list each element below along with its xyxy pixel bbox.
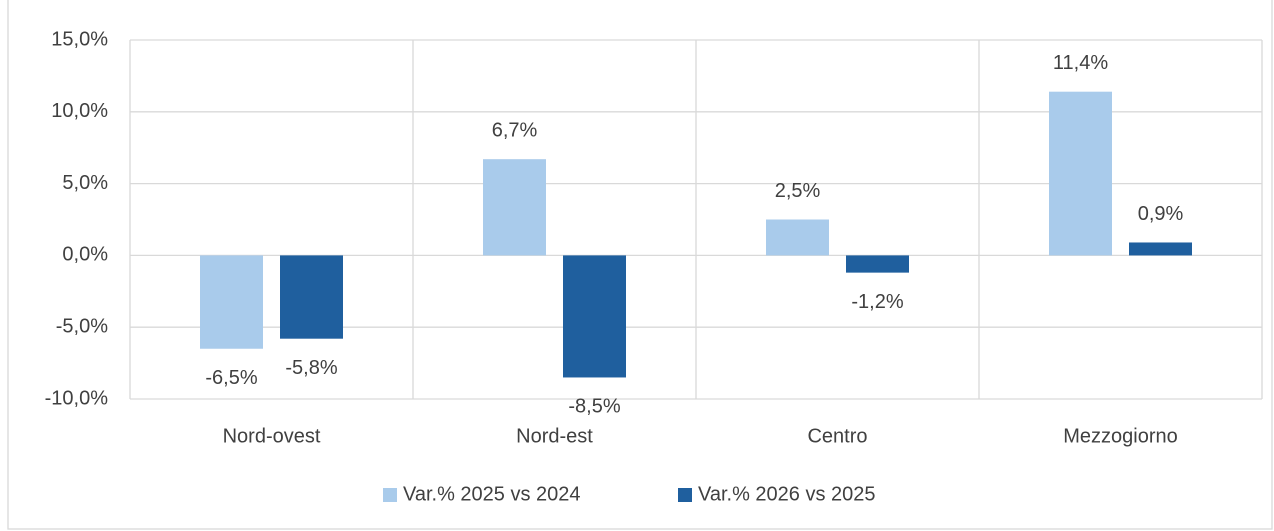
data-label: -6,5% — [205, 367, 257, 389]
x-tick-label: Centro — [807, 425, 867, 447]
y-tick-label: 0,0% — [62, 244, 108, 266]
bar — [280, 255, 343, 339]
legend-swatch — [383, 488, 397, 502]
legend-label: Var.% 2025 vs 2024 — [403, 483, 581, 505]
data-label: 0,9% — [1138, 203, 1184, 225]
x-tick-label: Nord-ovest — [223, 425, 321, 447]
bar — [1129, 242, 1192, 256]
data-label: 11,4% — [1053, 52, 1108, 74]
legend-swatch — [678, 488, 692, 502]
chart-frame — [7, 0, 1273, 530]
legend-label: Var.% 2026 vs 2025 — [698, 483, 876, 505]
data-label: 2,5% — [775, 180, 821, 202]
y-tick-label: 10,0% — [51, 100, 108, 122]
bar — [563, 255, 626, 378]
bar — [1049, 91, 1112, 256]
data-label: 6,7% — [492, 119, 538, 141]
y-tick-label: 5,0% — [62, 172, 108, 194]
y-tick-label: -10,0% — [45, 387, 109, 409]
bar — [846, 255, 909, 273]
data-label: -8,5% — [568, 396, 620, 418]
bar — [766, 219, 829, 256]
bar — [200, 255, 263, 349]
y-tick-label: 15,0% — [51, 28, 108, 50]
bar — [483, 159, 546, 256]
data-label: -5,8% — [285, 357, 337, 379]
x-tick-label: Nord-est — [516, 425, 593, 447]
x-tick-label: Mezzogiorno — [1063, 425, 1178, 447]
data-label: -1,2% — [851, 291, 903, 313]
y-tick-label: -5,0% — [56, 315, 108, 337]
